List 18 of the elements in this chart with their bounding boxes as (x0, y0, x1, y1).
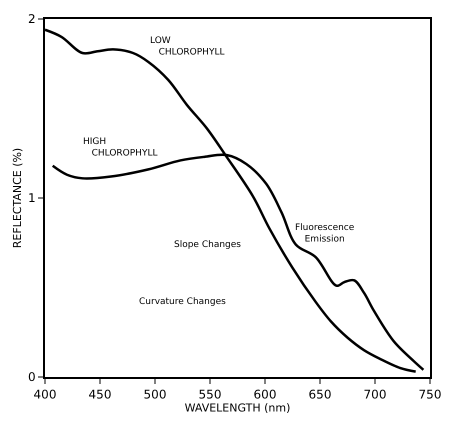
x-tick-label: 550 (198, 387, 222, 402)
series-label: LOW CHLOROPHYLL (150, 36, 224, 58)
x-tick-label: 600 (254, 387, 276, 402)
x-tick-label: 750 (418, 387, 442, 402)
annotation: Slope Changes (174, 240, 242, 250)
series-label: HIGH CHLOROPHYLL (83, 137, 158, 159)
x-axis-title: WAVELENGTH (nm) (184, 401, 290, 414)
y-tick-label: 2 (28, 12, 36, 26)
annotation: Curvature Changes (139, 297, 226, 307)
x-tick-label: 500 (144, 387, 166, 402)
annotation: Fluorescence Emission (295, 223, 355, 245)
y-axis-title: REFLECTANCE (%) (11, 148, 24, 248)
x-tick-label: 400 (34, 387, 56, 402)
y-tick-label: 1 (28, 191, 36, 206)
y-tick-label: 0 (28, 370, 36, 384)
x-tick-label: 650 (308, 387, 332, 402)
x-tick-label: 700 (364, 387, 386, 402)
x-tick-label: 450 (88, 387, 112, 402)
